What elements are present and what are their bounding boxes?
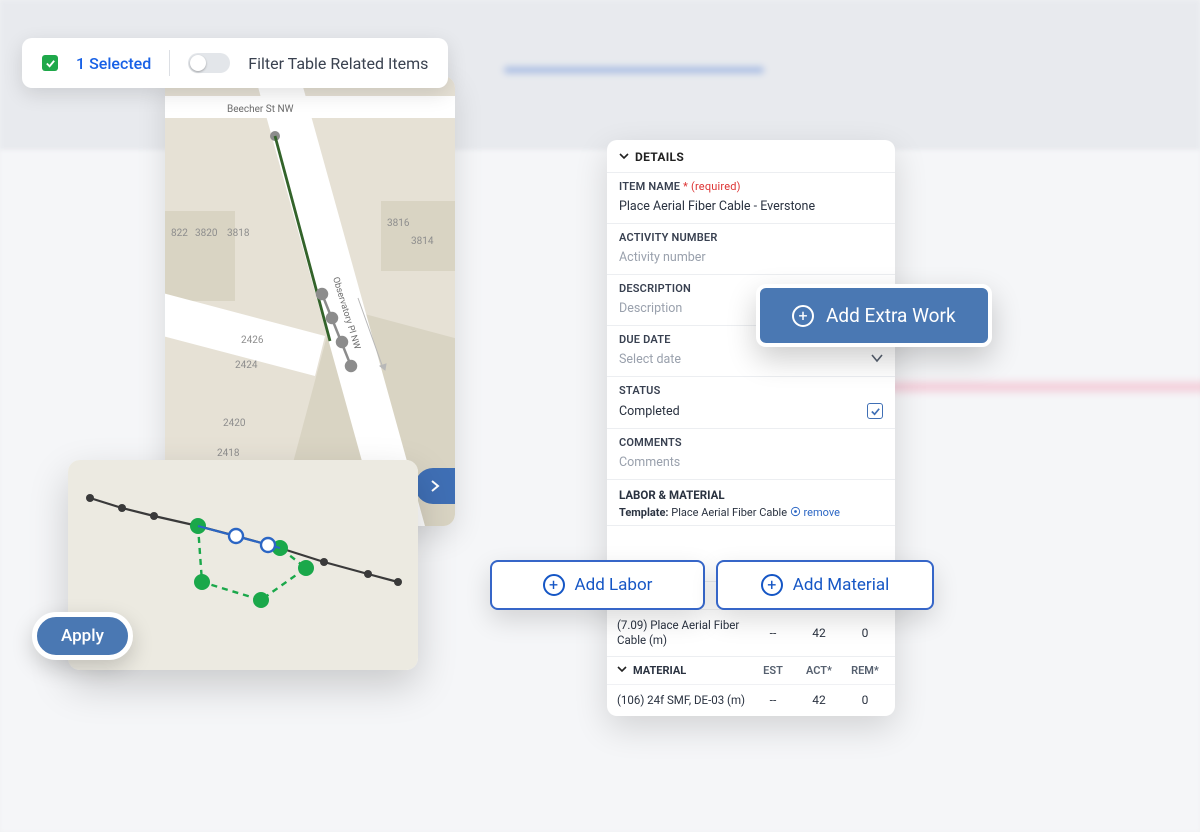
item-name-label: ITEM NAME bbox=[619, 180, 680, 193]
filter-toggle[interactable] bbox=[188, 53, 230, 73]
required-indicator: * (required) bbox=[683, 180, 741, 193]
add-labor-label: Add Labor bbox=[575, 575, 653, 595]
svg-text:3816: 3816 bbox=[387, 218, 410, 229]
field-comments: COMMENTS Comments bbox=[607, 428, 895, 479]
add-material-button[interactable]: Add Material bbox=[716, 560, 934, 610]
street-label: Beecher St NW bbox=[227, 104, 294, 115]
col-rem: REM* bbox=[845, 664, 885, 677]
template-value: Place Aerial Fiber Cable bbox=[671, 506, 787, 519]
status-label: STATUS bbox=[619, 384, 883, 397]
material-row-act: 42 bbox=[799, 693, 839, 707]
svg-text:2420: 2420 bbox=[223, 418, 246, 429]
selected-count: 1 Selected bbox=[76, 54, 151, 73]
table-row[interactable]: (106) 24f SMF, DE-03 (m) -- 42 0 bbox=[607, 684, 895, 716]
target-icon bbox=[790, 506, 801, 517]
material-row-est: -- bbox=[753, 693, 793, 707]
status-checkbox[interactable] bbox=[867, 403, 883, 419]
activity-number-input[interactable]: Activity number bbox=[619, 250, 883, 265]
material-row-desc: (106) 24f SMF, DE-03 (m) bbox=[617, 693, 747, 708]
plus-circle-icon bbox=[792, 305, 814, 327]
table-row[interactable]: (7.09) Place Aerial Fiber Cable (m) -- 4… bbox=[607, 609, 895, 656]
check-icon bbox=[45, 58, 56, 69]
chevron-down-icon[interactable] bbox=[871, 352, 883, 367]
col-est: EST bbox=[753, 664, 793, 677]
chevron-right-icon bbox=[430, 479, 440, 493]
col-act: ACT* bbox=[799, 664, 839, 677]
details-panel: DETAILS ITEM NAME * (required) Place Aer… bbox=[607, 140, 895, 716]
details-heading[interactable]: DETAILS bbox=[607, 140, 895, 172]
apply-button[interactable]: Apply bbox=[32, 612, 133, 660]
material-row-rem: 0 bbox=[845, 693, 885, 707]
map-panel: 822 3820 3818 38163814 2426 2424 2420 2418 B… bbox=[165, 76, 455, 526]
comments-input[interactable]: Comments bbox=[619, 455, 883, 470]
material-table-heading[interactable]: MATERIAL bbox=[617, 664, 747, 677]
labor-row-rem: 0 bbox=[845, 626, 885, 640]
due-date-input[interactable]: Select date bbox=[619, 352, 681, 367]
filter-toggle-label: Filter Table Related Items bbox=[248, 54, 428, 73]
svg-text:3820: 3820 bbox=[195, 228, 218, 239]
svg-text:3818: 3818 bbox=[227, 228, 250, 239]
item-name-value[interactable]: Place Aerial Fiber Cable - Everstone bbox=[619, 199, 883, 214]
activity-number-label: ACTIVITY NUMBER bbox=[619, 231, 883, 244]
filter-bar: 1 Selected Filter Table Related Items bbox=[22, 38, 448, 88]
chevron-down-icon bbox=[617, 664, 627, 677]
divider bbox=[169, 50, 170, 76]
plus-circle-icon bbox=[543, 574, 565, 596]
labor-row-est: -- bbox=[753, 626, 793, 640]
field-status: STATUS Completed bbox=[607, 376, 895, 428]
svg-text:2418: 2418 bbox=[217, 448, 240, 459]
template-label: Template: bbox=[619, 506, 669, 519]
add-extra-work-label: Add Extra Work bbox=[826, 304, 956, 327]
svg-text:2426: 2426 bbox=[241, 335, 264, 346]
remove-template-link[interactable]: remove bbox=[804, 506, 840, 519]
svg-text:822: 822 bbox=[171, 228, 188, 239]
material-table: MATERIAL EST ACT* REM* (106) 24f SMF, DE… bbox=[607, 656, 895, 716]
labor-material-heading: LABOR & MATERIAL Template: Place Aerial … bbox=[607, 479, 895, 525]
status-value: Completed bbox=[619, 404, 680, 419]
svg-text:2424: 2424 bbox=[235, 360, 258, 371]
add-extra-work-button[interactable]: Add Extra Work bbox=[756, 284, 992, 347]
chevron-down-icon bbox=[619, 150, 629, 164]
selection-checkbox[interactable] bbox=[42, 55, 58, 71]
field-activity-number: ACTIVITY NUMBER Activity number bbox=[607, 223, 895, 274]
labor-row-desc: (7.09) Place Aerial Fiber Cable (m) bbox=[617, 618, 747, 648]
add-labor-button[interactable]: Add Labor bbox=[490, 560, 705, 610]
svg-text:3814: 3814 bbox=[411, 236, 434, 247]
add-material-label: Add Material bbox=[793, 575, 889, 595]
labor-row-act: 42 bbox=[799, 626, 839, 640]
map-surface[interactable]: 822 3820 3818 38163814 2426 2424 2420 2418 B… bbox=[165, 76, 455, 526]
map-forward-button[interactable] bbox=[415, 468, 455, 504]
details-heading-label: DETAILS bbox=[635, 150, 684, 164]
plus-circle-icon bbox=[761, 574, 783, 596]
comments-label: COMMENTS bbox=[619, 436, 883, 449]
field-item-name: ITEM NAME * (required) Place Aerial Fibe… bbox=[607, 172, 895, 223]
